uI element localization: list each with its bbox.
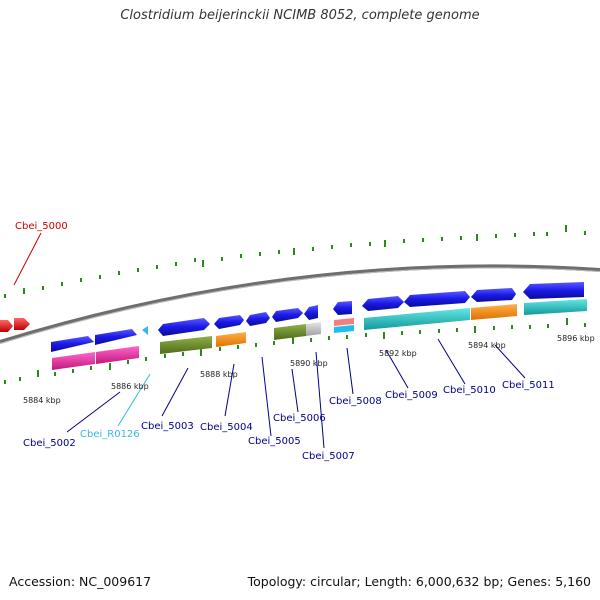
gene-labels: Cbei_5000 Cbei_5002 Cbei_R0126 Cbei_5003… [15, 221, 555, 462]
upper-ticks [4, 225, 586, 298]
gene-label-cbei-5005[interactable]: Cbei_5005 [248, 436, 301, 447]
gene-arrow-cbei-5006[interactable] [272, 308, 303, 322]
gene-arrow-cbei-5009b[interactable] [404, 291, 470, 307]
gene-label-cbei-5010[interactable]: Cbei_5010 [443, 385, 496, 396]
gene-arrow-cbei-5003[interactable] [158, 318, 210, 336]
gene-label-cbei-5011[interactable]: Cbei_5011 [502, 380, 555, 391]
scale-labels: 5884 kbp 5886 kbp 5888 kbp 5890 kbp 5892… [23, 334, 595, 405]
map-title: Clostridium beijerinckii NCIMB 8052, com… [120, 8, 480, 23]
rna-arrow-cbei-r0126[interactable] [142, 326, 148, 335]
gene-label-cbei-5008[interactable]: Cbei_5008 [329, 396, 382, 407]
gene-label-cbei-5007[interactable]: Cbei_5007 [302, 451, 355, 462]
gene-arrow-cbei-5007[interactable] [304, 305, 318, 320]
scale-label: 5888 kbp [200, 370, 238, 379]
label-leaders [13, 232, 526, 449]
cog-bar-olive-1 [160, 336, 212, 354]
cog-bar-magenta-1 [52, 352, 95, 370]
accession-text: Accession: NC_009617 [9, 574, 152, 589]
scale-label: 5890 kbp [290, 359, 328, 368]
cog-bar-salmon [334, 318, 354, 326]
genome-backbone [0, 264, 600, 344]
scale-label: 5884 kbp [23, 396, 61, 405]
gene-label-cbei-5002[interactable]: Cbei_5002 [23, 438, 76, 449]
gene-arrow-cbei-5004[interactable] [214, 315, 244, 329]
genome-backbone-highlight [0, 267, 600, 344]
gene-label-cbei-r0126[interactable]: Cbei_R0126 [80, 429, 140, 440]
gene-label-cbei-5004[interactable]: Cbei_5004 [200, 422, 253, 433]
scale-label: 5892 kbp [379, 349, 417, 358]
gene-arrow-cbei-5000[interactable] [0, 320, 13, 332]
cog-bar-olive-2 [274, 324, 306, 340]
gene-arrow-cbei-5009a[interactable] [362, 296, 404, 311]
cog-bar-cyan-1 [364, 308, 470, 330]
gene-label-cbei-5009[interactable]: Cbei_5009 [385, 390, 438, 401]
scale-label: 5894 kbp [468, 341, 506, 350]
gene-arrow-red-2[interactable] [14, 318, 30, 330]
cog-bar-grey [306, 322, 321, 336]
lower-ticks [4, 318, 586, 384]
cog-bar-orange-1 [216, 332, 246, 347]
scale-label: 5896 kbp [557, 334, 595, 343]
genome-summary-text: Topology: circular; Length: 6,000,632 bp… [247, 574, 591, 589]
gene-arrow-cbei-5011[interactable] [523, 282, 584, 299]
scale-label: 5886 kbp [111, 382, 149, 391]
cog-bar-magenta-2 [96, 346, 139, 364]
gene-label-cbei-5003[interactable]: Cbei_5003 [141, 421, 194, 432]
gene-arrow-cbei-5010[interactable] [471, 288, 516, 302]
gene-arrow-cbei-5008[interactable] [333, 301, 352, 315]
gene-label-cbei-5000[interactable]: Cbei_5000 [15, 221, 68, 232]
cog-bar-cyan-small [334, 325, 354, 333]
cog-bar-cyan-2 [524, 299, 587, 315]
gene-arrow-cbei-5002a[interactable] [51, 336, 94, 352]
gene-arrow-cbei-5005[interactable] [246, 312, 270, 326]
cog-bar-orange-2 [471, 304, 517, 320]
gene-label-cbei-5006[interactable]: Cbei_5006 [273, 413, 326, 424]
gene-arrow-cbei-5002b[interactable] [95, 329, 137, 345]
